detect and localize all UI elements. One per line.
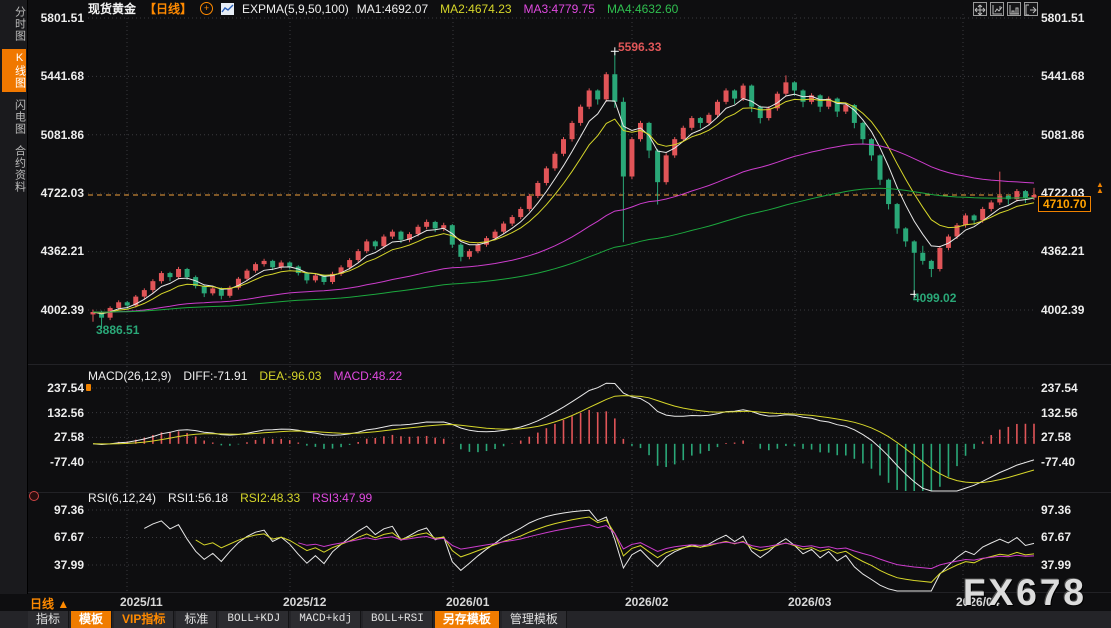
toolbar-button-8[interactable]: 管理模板 [501,611,567,628]
rsi-value-1: RSI2:48.33 [240,491,301,505]
macd-panel-header: MACD(26,12,9) DIFF:-71.91 DEA:-96.03 MACD:… [88,369,402,383]
sidebar-item-0[interactable]: 分时图 [13,6,26,42]
toolbar-button-1[interactable]: 模板 [71,611,113,628]
x-axis-date-1: 2025/12 [283,595,327,609]
rsi-y-label-left-2: 37.99 [53,558,84,572]
main-y-label-left-0: 5801.51 [40,11,84,25]
sidebar-item-2[interactable]: 闪电图 [13,99,26,135]
chart-header: 现货黄金 【日线】 + EXPMA(5,9,50,100) MA1:4692.0… [88,1,679,17]
period-tag: 【日线】 [144,2,193,16]
toolbar-button-2[interactable]: VIP指标 [114,611,175,628]
chart-tool-icons [973,2,1038,16]
rsi-y-label-right-0: 97.36 [1041,503,1072,517]
sidebar-item-3[interactable]: 合约资料 [13,145,26,193]
x-axis-date-3: 2026/02 [625,595,669,609]
low-price-marker-right: 4099.02 [913,291,957,305]
period-selector[interactable]: 日线 ▲ [30,597,70,611]
y-axis-scale-icon[interactable] [990,2,1004,16]
macd-y-label-left-0: 237.54 [47,381,84,395]
toolbar-button-3[interactable]: 标准 [176,611,218,628]
macd-y-label-right-1: 132.56 [1041,406,1078,420]
main-y-label-right-1: 5441.68 [1041,69,1085,83]
macd-panel-marker-icon[interactable] [86,384,91,391]
last-price-box: 4710.70 [1038,196,1092,212]
toolbar-button-4[interactable]: BOLL+KDJ [219,611,290,628]
rsi-panel-header: RSI(6,12,24) RSI1:56.18 RSI2:48.33 RSI3:47… [88,491,372,505]
main-y-label-left-4: 4362.21 [40,244,84,258]
price-up-arrows-icon: ▲ ▲ [1096,180,1104,195]
macd-y-label-right-0: 237.54 [1041,381,1078,395]
rsi-y-label-right-2: 37.99 [1041,558,1072,572]
x-axis-row: 日线 ▲ 2025/11 2025/12 2026/01 2026/02 2026/03… [0,595,1111,611]
add-indicator-icon[interactable]: + [200,2,214,15]
macd-values: DIFF:-71.91 DEA:-96.03 MACD:48.22 [183,369,402,383]
toolbar-button-0[interactable]: 指标 [28,611,70,628]
macd-y-label-left-1: 132.56 [47,406,84,420]
x-axis-date-2: 2026/01 [446,595,490,609]
candlestick-mini-icon[interactable] [221,2,235,15]
rsi-panel-marker-icon[interactable] [29,491,39,501]
x-axis-scale-icon[interactable] [1007,2,1021,16]
ma-value-4: MA4:4632.60 [606,1,679,16]
macd-value-1: DEA:-96.03 [259,369,322,383]
macd-title: MACD(26,12,9) [88,369,172,383]
template-toolbar: 指标 模板 VIP指标 标准 BOLL+KDJ MACD+kdj BOLL+RSI 另存模板管… [0,611,1111,628]
x-axis-date-0: 2025/11 [120,595,163,609]
x-axis-date-5: 2026/04 [956,595,1000,609]
toolbar-button-7[interactable]: 另存模板 [434,611,500,628]
symbol-title: 现货黄金 [88,2,137,16]
ma-value-3: MA3:4779.75 [523,1,595,16]
rsi-value-2: RSI3:47.99 [312,491,373,505]
main-y-label-right-5: 4002.39 [1041,303,1085,317]
macd-y-label-right-3: -77.40 [1041,455,1076,469]
indicator-label: EXPMA(5,9,50,100) [242,1,349,16]
main-y-label-left-1: 5441.68 [40,69,84,83]
sidebar-item-1[interactable]: K线图 [1,49,26,92]
macd-value-2: MACD:48.22 [333,369,403,383]
crosshair-move-icon[interactable] [973,2,987,16]
main-y-label-right-0: 5801.51 [1041,11,1085,25]
high-price-marker: 5596.33 [618,40,662,54]
macd-y-label-left-3: -77.40 [49,455,84,469]
main-y-label-left-3: 4722.03 [40,186,84,200]
ma-value-2: MA2:4674.23 [440,1,512,16]
ma-value-1: MA1:4692.07 [356,1,429,16]
rsi-title: RSI(6,12,24) [88,491,157,505]
low-price-marker-left: 3886.51 [96,323,140,337]
macd-y-label-right-2: 27.58 [1041,430,1072,444]
rsi-y-label-left-0: 97.36 [53,503,84,517]
toolbar-button-5[interactable]: MACD+kdj [291,611,362,628]
rsi-y-label-right-1: 67.67 [1041,530,1072,544]
main-y-label-right-2: 5081.86 [1041,128,1085,142]
macd-y-label-left-2: 27.58 [53,430,84,444]
rsi-values: RSI1:56.18 RSI2:48.33 RSI3:47.99 [168,491,372,505]
export-chart-icon[interactable] [1024,2,1038,16]
rsi-y-label-left-1: 67.67 [53,530,84,544]
x-axis-date-4: 2026/03 [788,595,832,609]
watermark: FX678 [963,572,1088,613]
chart-type-sidebar: 分时图 K线图闪电图合约资料 [0,0,28,594]
rsi-value-0: RSI1:56.18 [168,491,229,505]
main-y-label-left-5: 4002.39 [40,303,84,317]
main-y-label-left-2: 5081.86 [40,128,84,142]
toolbar-button-6[interactable]: BOLL+RSI [363,611,433,628]
main-y-label-right-4: 4362.21 [1041,244,1085,258]
ma-values: MA1:4692.07 MA2:4674.23 MA3:4779.75 MA4:463… [357,2,679,16]
macd-value-0: DIFF:-71.91 [183,369,248,383]
